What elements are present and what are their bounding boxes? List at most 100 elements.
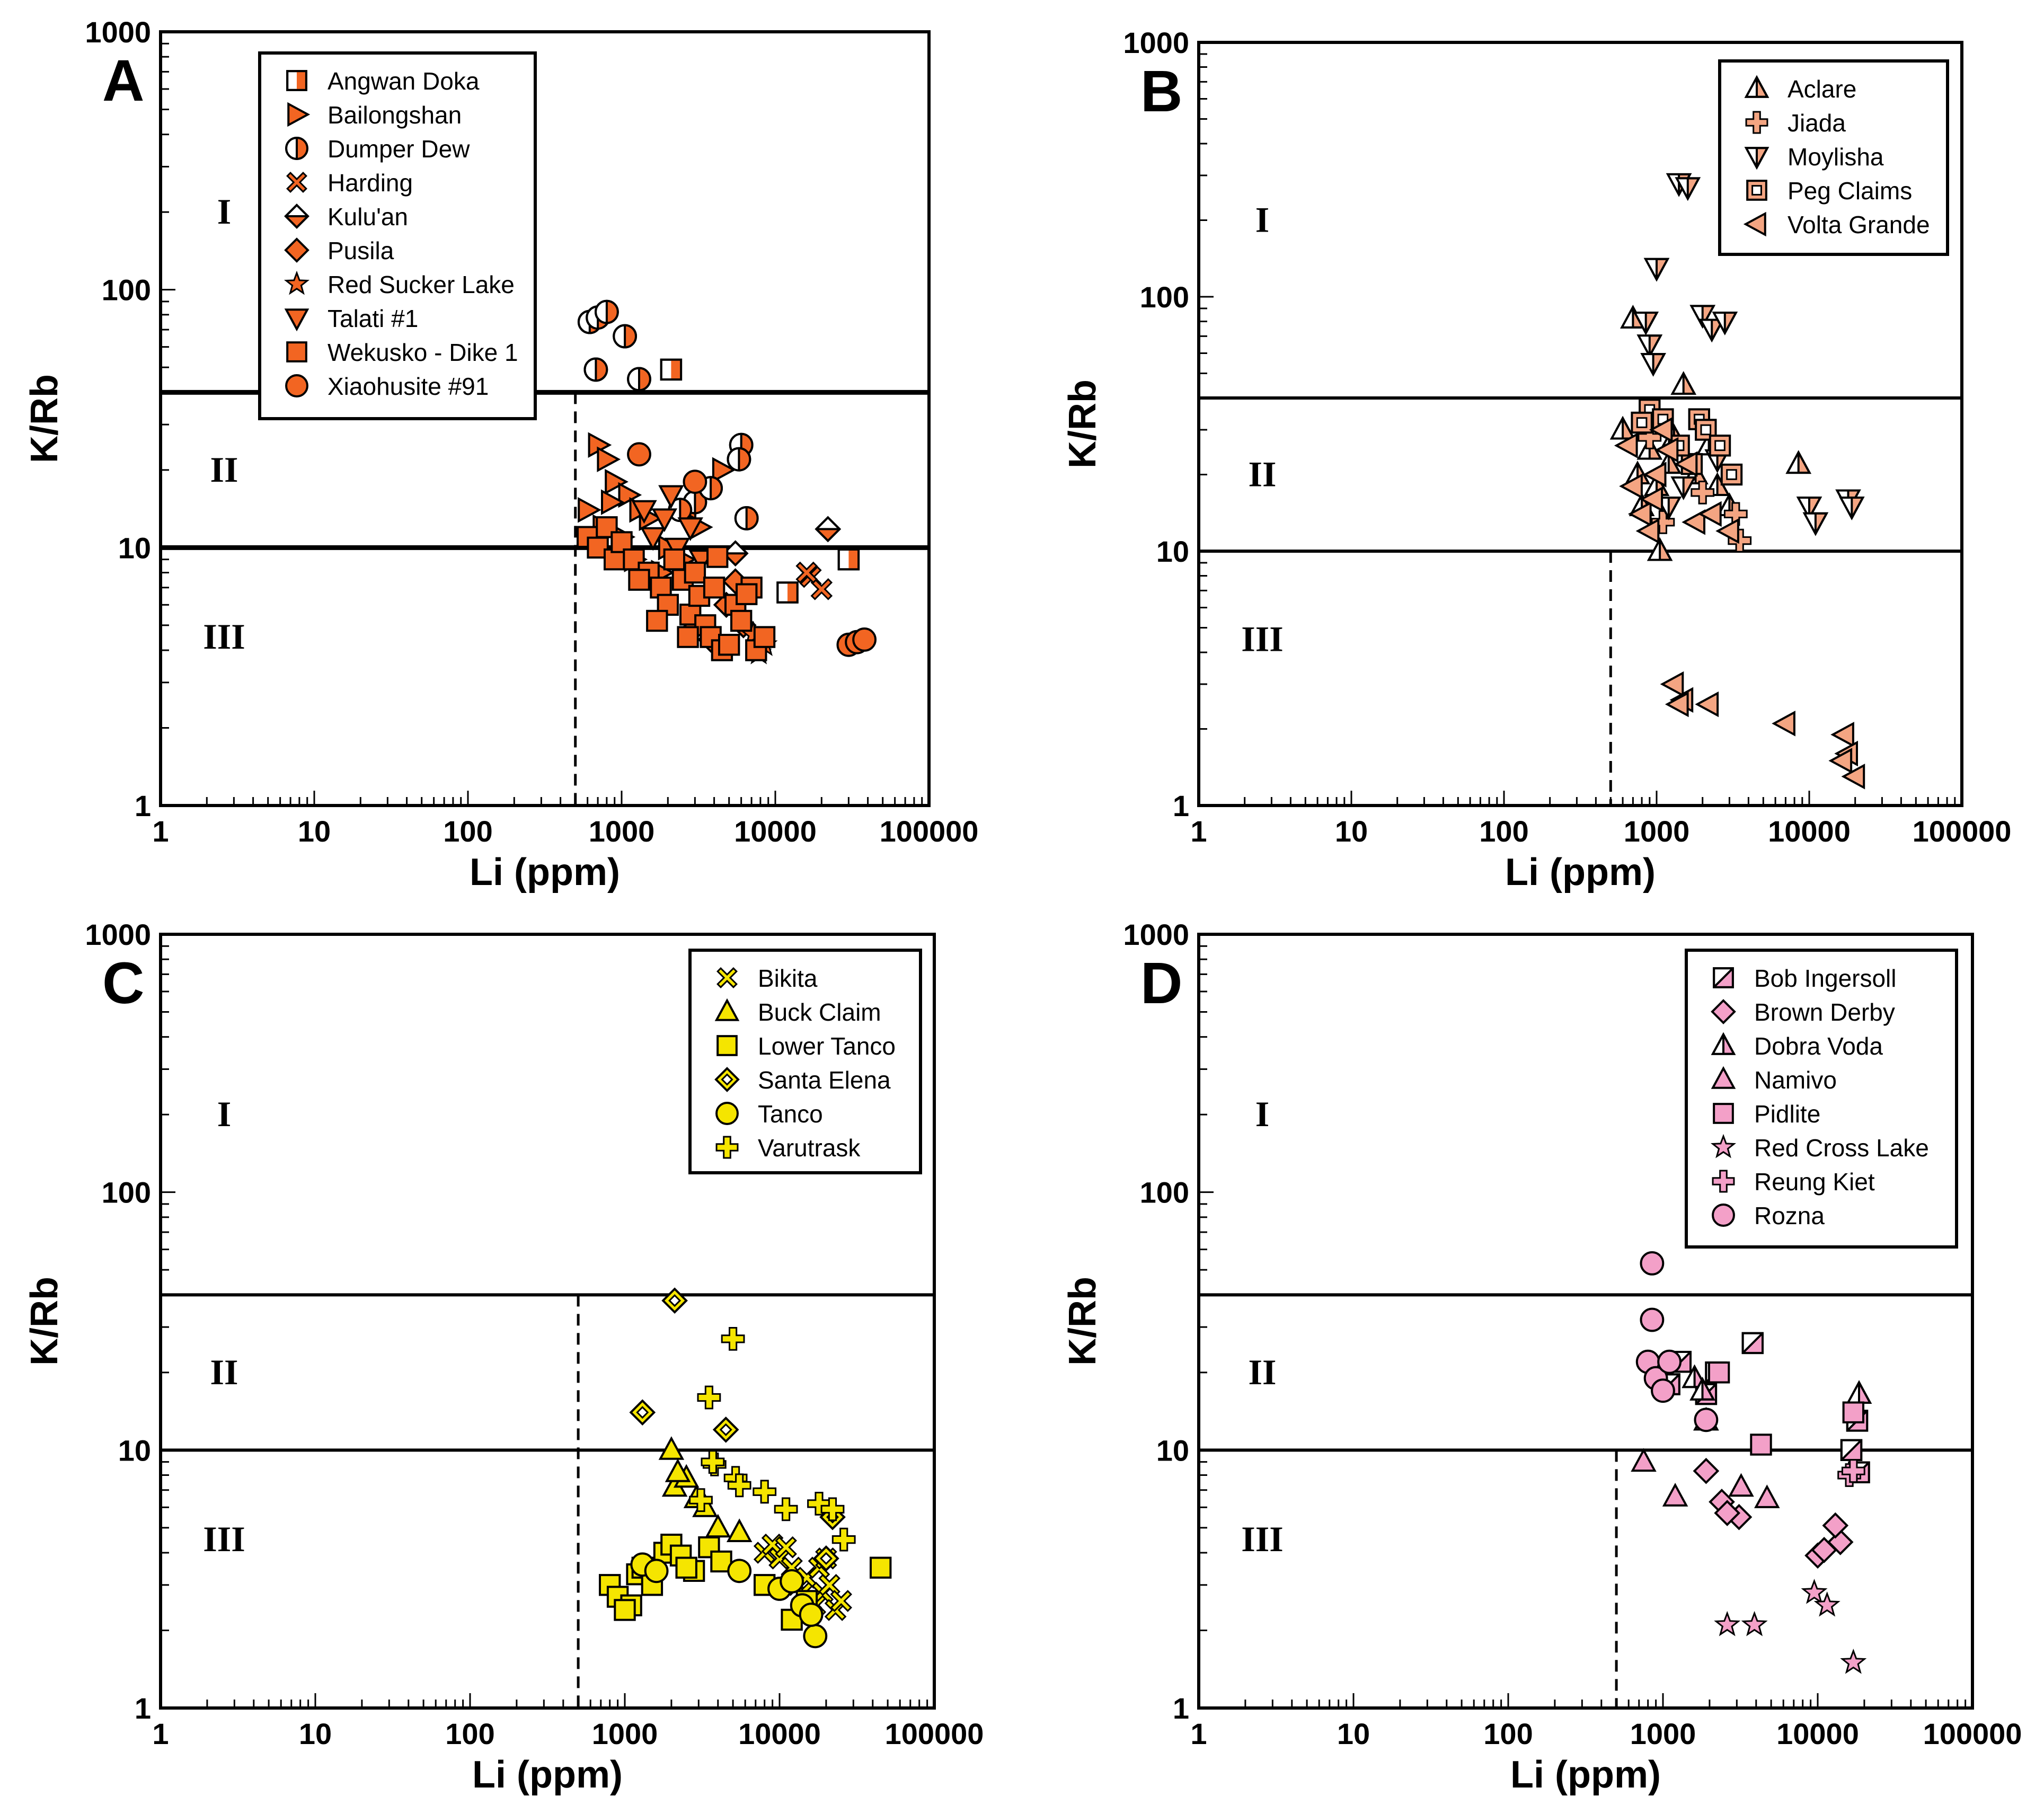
data-point xyxy=(735,583,758,605)
x-tick-label: 1000 xyxy=(1624,815,1690,848)
y-tick-label: 100 xyxy=(102,1176,151,1209)
data-point xyxy=(601,489,625,515)
data-point xyxy=(753,626,776,648)
data-point xyxy=(726,1518,753,1542)
data-point xyxy=(776,581,799,604)
y-axis-label: K/Rb xyxy=(23,374,66,463)
legend-marker xyxy=(1711,1066,1736,1089)
data-point xyxy=(803,1624,828,1649)
data-point xyxy=(623,548,645,571)
legend-label: Pusila xyxy=(328,237,394,264)
data-point xyxy=(1841,1459,1865,1483)
series-talati-1 xyxy=(631,485,714,573)
data-point xyxy=(852,627,877,652)
data-point xyxy=(629,1399,656,1426)
data-point xyxy=(1640,1251,1665,1276)
x-axis-label: Li (ppm) xyxy=(1505,851,1656,893)
x-tick-label: 100000 xyxy=(885,1717,984,1750)
legend-label: Dobra Voda xyxy=(1754,1032,1883,1060)
legend-marker xyxy=(284,203,309,229)
legend-label: Red Cross Lake xyxy=(1754,1134,1929,1162)
data-point xyxy=(640,527,666,551)
data-point xyxy=(644,1559,669,1583)
x-tick-label: 10 xyxy=(298,815,331,848)
data-point xyxy=(627,442,651,467)
series-bob-ingersoll xyxy=(1658,1332,1870,1484)
data-point xyxy=(1715,518,1739,544)
data-point xyxy=(753,1480,777,1504)
y-tick-label: 1 xyxy=(135,1692,151,1725)
legend-label: Wekusko - Dike 1 xyxy=(328,339,518,366)
data-point xyxy=(1627,501,1652,527)
data-point xyxy=(795,561,818,584)
data-point xyxy=(597,446,621,472)
legend-marker xyxy=(716,1035,738,1056)
region-label: II xyxy=(210,449,238,490)
data-point xyxy=(1640,353,1666,377)
data-point xyxy=(1693,1457,1720,1484)
legend-label: Moylisha xyxy=(1788,143,1884,171)
data-point xyxy=(677,517,703,541)
data-point xyxy=(1633,312,1659,335)
data-point xyxy=(1674,451,1698,477)
y-tick-label: 100 xyxy=(1140,1176,1189,1209)
legend-label: Volta Grande xyxy=(1788,211,1930,238)
series-reung-kiet xyxy=(1837,1459,1865,1487)
data-point xyxy=(1649,417,1673,443)
data-point xyxy=(683,470,707,494)
region-label: I xyxy=(217,191,231,232)
x-tick-label: 100 xyxy=(1479,815,1528,848)
data-point xyxy=(1720,463,1743,486)
data-point xyxy=(1665,691,1689,718)
region-label: III xyxy=(1241,618,1283,659)
data-point xyxy=(1609,415,1636,440)
data-point xyxy=(1839,497,1865,520)
x-tick-label: 100 xyxy=(1483,1717,1533,1750)
y-tick-label: 1 xyxy=(1173,1692,1189,1725)
x-tick-label: 100000 xyxy=(1913,815,2012,848)
data-point xyxy=(727,447,751,472)
legend-marker xyxy=(1713,1103,1734,1124)
panel-letter: D xyxy=(1140,951,1182,1016)
region-label: I xyxy=(217,1094,231,1134)
plot-frame xyxy=(1197,41,1963,807)
x-tick-label: 1 xyxy=(1190,1717,1207,1750)
legend-marker xyxy=(1711,1032,1736,1055)
legend-marker xyxy=(1713,967,1734,988)
panel-letter: A xyxy=(102,48,144,113)
data-point xyxy=(730,609,753,632)
legend-label: Bailongshan xyxy=(328,101,462,129)
data-point xyxy=(1709,435,1731,457)
legend: Aclare Jiada Moylisha Peg Claims Volta Grand… xyxy=(1718,59,1949,256)
legend-label: Dumper Dew xyxy=(328,135,470,163)
y-tick-label: 100 xyxy=(1140,280,1189,314)
y-axis-label: K/Rb xyxy=(1061,379,1104,468)
data-point xyxy=(1639,486,1663,512)
data-point xyxy=(1635,518,1660,544)
data-point xyxy=(1840,1649,1867,1674)
data-point xyxy=(1642,462,1667,488)
data-point xyxy=(658,485,684,509)
data-point xyxy=(705,1514,731,1538)
data-point xyxy=(1695,691,1719,718)
plot-frame xyxy=(159,30,931,807)
data-point xyxy=(869,1556,892,1579)
data-point xyxy=(1682,509,1705,535)
legend: Angwan Doka Bailongshan Dumper Dew Harding K… xyxy=(258,51,537,420)
data-point xyxy=(1682,1364,1707,1388)
y-tick-label: 10 xyxy=(1156,535,1189,568)
panel-letter: C xyxy=(102,951,144,1016)
data-points xyxy=(1609,173,1865,790)
panel-d: D 1 10 100 1000 10000 100000 1 10 100 1000 Li (ppm)… xyxy=(1061,918,2022,1796)
legend-marker xyxy=(285,137,308,160)
data-point xyxy=(727,1559,752,1583)
data-point xyxy=(1654,437,1679,463)
legend-marker xyxy=(715,1136,739,1159)
y-tick-label: 1000 xyxy=(85,918,151,951)
data-point xyxy=(1840,1439,1863,1462)
legend-marker xyxy=(1743,211,1766,237)
panel-c: C 1 10 100 1000 10000 100000 1 10 100 1000 Li (ppm)… xyxy=(23,918,984,1796)
series-harding xyxy=(795,561,833,600)
data-point xyxy=(813,1545,839,1572)
